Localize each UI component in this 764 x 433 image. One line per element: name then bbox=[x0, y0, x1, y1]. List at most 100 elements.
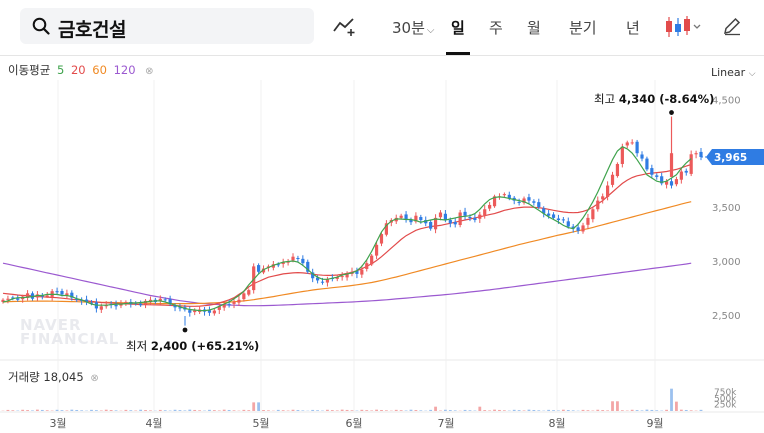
candle bbox=[591, 209, 595, 220]
candle bbox=[620, 146, 624, 164]
candle bbox=[306, 261, 310, 272]
candle bbox=[601, 196, 605, 200]
volume-bar bbox=[178, 410, 182, 411]
tab-month[interactable]: 월 bbox=[527, 19, 541, 37]
volume-bar bbox=[640, 410, 644, 411]
tab-week[interactable]: 주 bbox=[489, 19, 503, 37]
x-tick-label: 5월 bbox=[252, 417, 269, 430]
candle bbox=[507, 194, 511, 199]
volume-bar bbox=[394, 409, 398, 411]
y-tick-label: 3,000 bbox=[712, 257, 741, 268]
volume-bar bbox=[385, 410, 388, 411]
candle bbox=[537, 202, 541, 208]
volume-bar bbox=[547, 409, 551, 411]
candle bbox=[660, 176, 664, 184]
high-label: 최고 4,340 (-8.64%) bbox=[594, 92, 714, 106]
volume-bar bbox=[635, 410, 639, 411]
volume-bar bbox=[65, 410, 69, 411]
scale-selector[interactable]: Linear ⌵ bbox=[711, 66, 756, 79]
volume-bar bbox=[173, 409, 177, 411]
ma-legend-120[interactable]: 120 bbox=[113, 63, 136, 77]
volume-bar bbox=[566, 410, 570, 411]
volume-bar bbox=[645, 409, 649, 411]
stock-search-box[interactable]: 금호건설 bbox=[20, 8, 314, 44]
volume-bar bbox=[316, 410, 319, 411]
volume-legend: 거래량 18,045 ⊗ bbox=[8, 369, 99, 385]
candle bbox=[11, 297, 15, 299]
candle bbox=[301, 258, 305, 264]
volume-bar bbox=[665, 409, 668, 411]
watermark-line1: NAVER bbox=[20, 316, 82, 334]
pencil-icon[interactable] bbox=[722, 16, 742, 36]
y-tick-label: 3,500 bbox=[712, 203, 741, 214]
watermark-line2: FINANCIAL bbox=[20, 330, 119, 348]
candle bbox=[615, 163, 620, 177]
candle bbox=[576, 227, 580, 231]
volume-bar bbox=[267, 410, 270, 411]
candle bbox=[247, 290, 251, 295]
candle bbox=[315, 277, 320, 281]
candle bbox=[556, 218, 561, 221]
ma-legend-title: 이동평균 bbox=[8, 63, 51, 77]
candle bbox=[650, 168, 654, 175]
volume-tick-label: 250k bbox=[714, 401, 737, 411]
volume-bar bbox=[193, 409, 197, 411]
ma-legend-20[interactable]: 20 bbox=[70, 63, 86, 77]
tab-quarter[interactable]: 분기 bbox=[569, 19, 597, 37]
candle bbox=[89, 302, 94, 304]
volume-bar bbox=[611, 401, 614, 411]
candle bbox=[443, 213, 447, 221]
y-tick-label: 4,500 bbox=[712, 95, 741, 106]
tab-day[interactable]: 일 bbox=[451, 19, 465, 37]
scale-label: Linear bbox=[711, 66, 746, 79]
tab-30min[interactable]: 30분 ⌵ bbox=[392, 17, 434, 38]
volume-bar bbox=[104, 409, 108, 411]
ma-legend-60[interactable]: 60 bbox=[92, 63, 107, 77]
volume-bar bbox=[311, 409, 315, 411]
candle bbox=[252, 266, 256, 291]
candle bbox=[340, 276, 344, 278]
candle bbox=[374, 244, 379, 256]
candle bbox=[571, 226, 575, 229]
close-icon[interactable]: ⊗ bbox=[90, 373, 99, 384]
candle bbox=[566, 221, 570, 227]
volume-bar bbox=[247, 410, 251, 411]
ma-legend-5[interactable]: 5 bbox=[56, 63, 65, 77]
candle bbox=[60, 290, 64, 295]
candle bbox=[522, 198, 526, 203]
volume-bar bbox=[596, 409, 600, 411]
volume-bar bbox=[448, 410, 452, 411]
tab-year[interactable]: 년 bbox=[626, 19, 640, 37]
candle bbox=[114, 304, 118, 307]
candle bbox=[163, 299, 167, 301]
volume-bar bbox=[443, 409, 447, 411]
volume-bar bbox=[330, 410, 334, 411]
volume-bar bbox=[532, 409, 536, 411]
candle bbox=[581, 225, 585, 232]
candle bbox=[399, 215, 403, 218]
volume-bar bbox=[419, 410, 423, 411]
candle bbox=[84, 299, 89, 302]
candle bbox=[561, 219, 565, 221]
close-icon[interactable]: ⊗ bbox=[145, 66, 154, 77]
volume-bar bbox=[109, 410, 113, 411]
volume-bar bbox=[296, 410, 300, 411]
trend-add-icon[interactable] bbox=[332, 15, 358, 37]
candle bbox=[291, 256, 295, 261]
ma5-line bbox=[2, 145, 692, 312]
volume-bar bbox=[144, 410, 147, 411]
candle bbox=[655, 175, 659, 177]
volume-bar bbox=[242, 409, 246, 411]
candle bbox=[542, 208, 546, 214]
candle bbox=[527, 197, 531, 201]
volume-tick-label: 750k bbox=[714, 388, 737, 398]
volume-bar bbox=[40, 409, 44, 411]
candle bbox=[257, 265, 261, 272]
ma20-line bbox=[2, 163, 692, 307]
candlestick-icon[interactable] bbox=[664, 15, 702, 39]
toolbar-divider bbox=[0, 55, 764, 56]
volume-bar bbox=[227, 409, 231, 411]
volume-bar bbox=[537, 410, 541, 411]
candle bbox=[242, 293, 246, 300]
